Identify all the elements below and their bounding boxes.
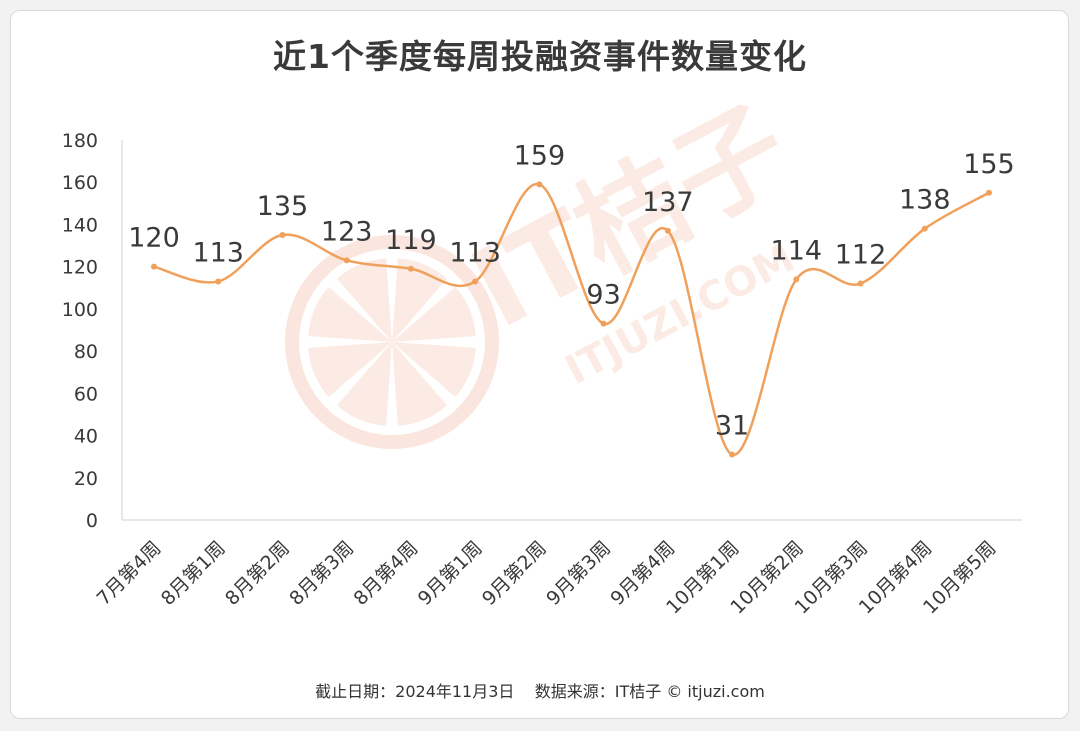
y-tick-label: 100	[62, 299, 98, 321]
data-label: 120	[128, 223, 180, 254]
data-label: 93	[586, 280, 620, 311]
watermark-segment	[392, 342, 448, 426]
y-tick-label: 60	[74, 383, 98, 405]
data-label: 119	[385, 225, 437, 256]
x-tick-label: 7月第4周	[93, 537, 166, 610]
watermark-segment	[392, 286, 476, 342]
data-label: 138	[899, 185, 951, 216]
data-label: 31	[715, 411, 749, 442]
x-tick-label: 8月第3周	[285, 537, 358, 610]
x-tick-label: 8月第4周	[349, 537, 422, 610]
data-label: 123	[321, 216, 373, 247]
data-label: 159	[514, 140, 566, 171]
x-tick-label: 9月第2周	[478, 537, 551, 610]
watermark-segment	[336, 342, 392, 426]
data-label: 137	[642, 187, 694, 218]
data-point	[151, 263, 157, 270]
y-tick-label: 40	[74, 426, 98, 448]
y-tick-label: 140	[62, 214, 98, 236]
data-point	[793, 276, 800, 283]
x-tick-label: 8月第1周	[157, 537, 230, 610]
y-tick-label: 120	[62, 257, 98, 279]
data-point	[472, 278, 479, 285]
chart-card	[10, 10, 1069, 719]
data-labels: 120 113 135 123 119 113 159 93 137 31 114 112 138 155	[128, 140, 1015, 441]
x-axis: 7月第4周8月第1周8月第2周8月第3周8月第4周9月第1周9月第2周9月第3周…	[93, 519, 1022, 618]
x-tick-label: 9月第3周	[542, 537, 615, 610]
data-point	[664, 227, 671, 234]
data-point	[343, 257, 350, 264]
watermark-logo-text: IT桔子	[452, 82, 809, 353]
watermark-segment	[392, 258, 448, 342]
y-tick-label: 160	[62, 172, 98, 194]
data-label: 114	[771, 235, 823, 266]
y-tick-label: 20	[74, 468, 98, 490]
x-tick-label: 8月第2周	[221, 537, 294, 610]
footer-source: 截止日期：2024年11月3日 数据来源：IT桔子 © itjuzi.com	[315, 682, 765, 701]
watermark-segment	[336, 258, 392, 342]
data-point	[407, 265, 414, 272]
y-axis: 0 20 40 60 80 100 120 140 160 180	[62, 130, 123, 532]
data-point	[279, 232, 286, 238]
series-line	[151, 181, 992, 458]
data-point	[985, 189, 992, 196]
data-point	[729, 451, 736, 458]
data-label: 155	[963, 149, 1015, 180]
data-point	[921, 225, 928, 232]
data-label: 113	[192, 237, 244, 268]
data-label: 113	[449, 237, 501, 268]
data-point	[536, 181, 543, 188]
watermark-ring	[285, 235, 499, 449]
data-point	[215, 278, 222, 285]
watermark-segment	[308, 342, 392, 398]
y-tick-label: 180	[62, 130, 98, 152]
data-point	[600, 320, 607, 327]
chart-title: 近1个季度每周投融资事件数量变化	[273, 37, 807, 76]
data-point	[857, 280, 864, 287]
data-label: 135	[257, 191, 309, 222]
watermark-segment	[392, 342, 476, 398]
y-tick-label: 80	[74, 341, 98, 363]
watermark-segment	[308, 286, 392, 342]
y-tick-label: 0	[86, 510, 98, 532]
data-label: 112	[835, 240, 887, 271]
x-tick-label: 9月第1周	[414, 537, 487, 610]
